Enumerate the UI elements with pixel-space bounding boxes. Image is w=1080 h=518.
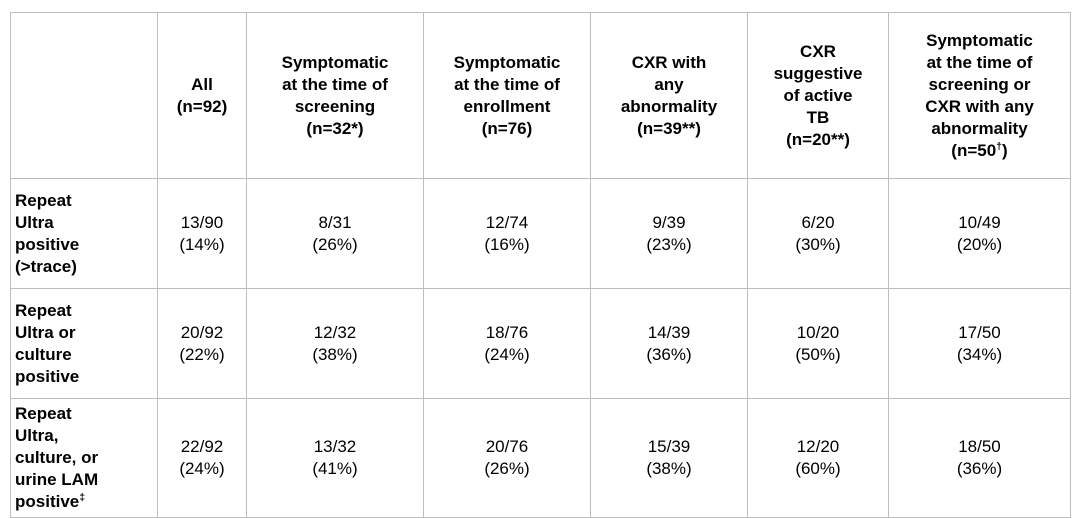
table-row-repeat-ultra-culture-lam: Repeat Ultra, culture, or urine LAM posi… bbox=[10, 398, 1071, 518]
col-header-symptomatic-enrollment: Symptomatic at the time of enrollment (n… bbox=[423, 12, 591, 179]
table-row-repeat-ultra-positive: Repeat Ultra positive (>trace) 13/90 (14… bbox=[10, 178, 1071, 289]
row-label-repeat-ultra-positive: Repeat Ultra positive (>trace) bbox=[10, 178, 158, 289]
col-header-cxr-any-abnormality: CXR with any abnormality (n=39**) bbox=[590, 12, 748, 179]
row-label-repeat-ultra-culture-lam: Repeat Ultra, culture, or urine LAM posi… bbox=[10, 398, 158, 518]
data-cell: 15/39 (38%) bbox=[590, 398, 748, 518]
col-header-all: All (n=92) bbox=[157, 12, 247, 179]
data-cell: 18/76 (24%) bbox=[423, 288, 591, 399]
data-cell: 6/20 (30%) bbox=[747, 178, 889, 289]
data-cell: 13/32 (41%) bbox=[246, 398, 424, 518]
data-cell: 17/50 (34%) bbox=[888, 288, 1071, 399]
data-cell: 20/92 (22%) bbox=[157, 288, 247, 399]
data-cell: 8/31 (26%) bbox=[246, 178, 424, 289]
col-header-symptomatic-or-cxr: Symptomatic at the time of screening or … bbox=[888, 12, 1071, 179]
table-row-repeat-ultra-or-culture: Repeat Ultra or culture positive 20/92 (… bbox=[10, 288, 1071, 399]
row-label-repeat-ultra-or-culture: Repeat Ultra or culture positive bbox=[10, 288, 158, 399]
results-table: All (n=92) Symptomatic at the time of sc… bbox=[10, 12, 1071, 518]
data-cell: 12/20 (60%) bbox=[747, 398, 889, 518]
data-cell: 14/39 (36%) bbox=[590, 288, 748, 399]
data-cell: 13/90 (14%) bbox=[157, 178, 247, 289]
col-header-symptomatic-screening: Symptomatic at the time of screening (n=… bbox=[246, 12, 424, 179]
data-cell: 18/50 (36%) bbox=[888, 398, 1071, 518]
data-cell: 20/76 (26%) bbox=[423, 398, 591, 518]
data-cell: 22/92 (24%) bbox=[157, 398, 247, 518]
data-cell: 10/20 (50%) bbox=[747, 288, 889, 399]
data-cell: 12/74 (16%) bbox=[423, 178, 591, 289]
data-cell: 12/32 (38%) bbox=[246, 288, 424, 399]
data-cell: 10/49 (20%) bbox=[888, 178, 1071, 289]
col-header-cxr-active-tb: CXR suggestive of active TB (n=20**) bbox=[747, 12, 889, 179]
col-header-empty bbox=[10, 12, 158, 179]
data-cell: 9/39 (23%) bbox=[590, 178, 748, 289]
table-header-row: All (n=92) Symptomatic at the time of sc… bbox=[10, 12, 1071, 179]
